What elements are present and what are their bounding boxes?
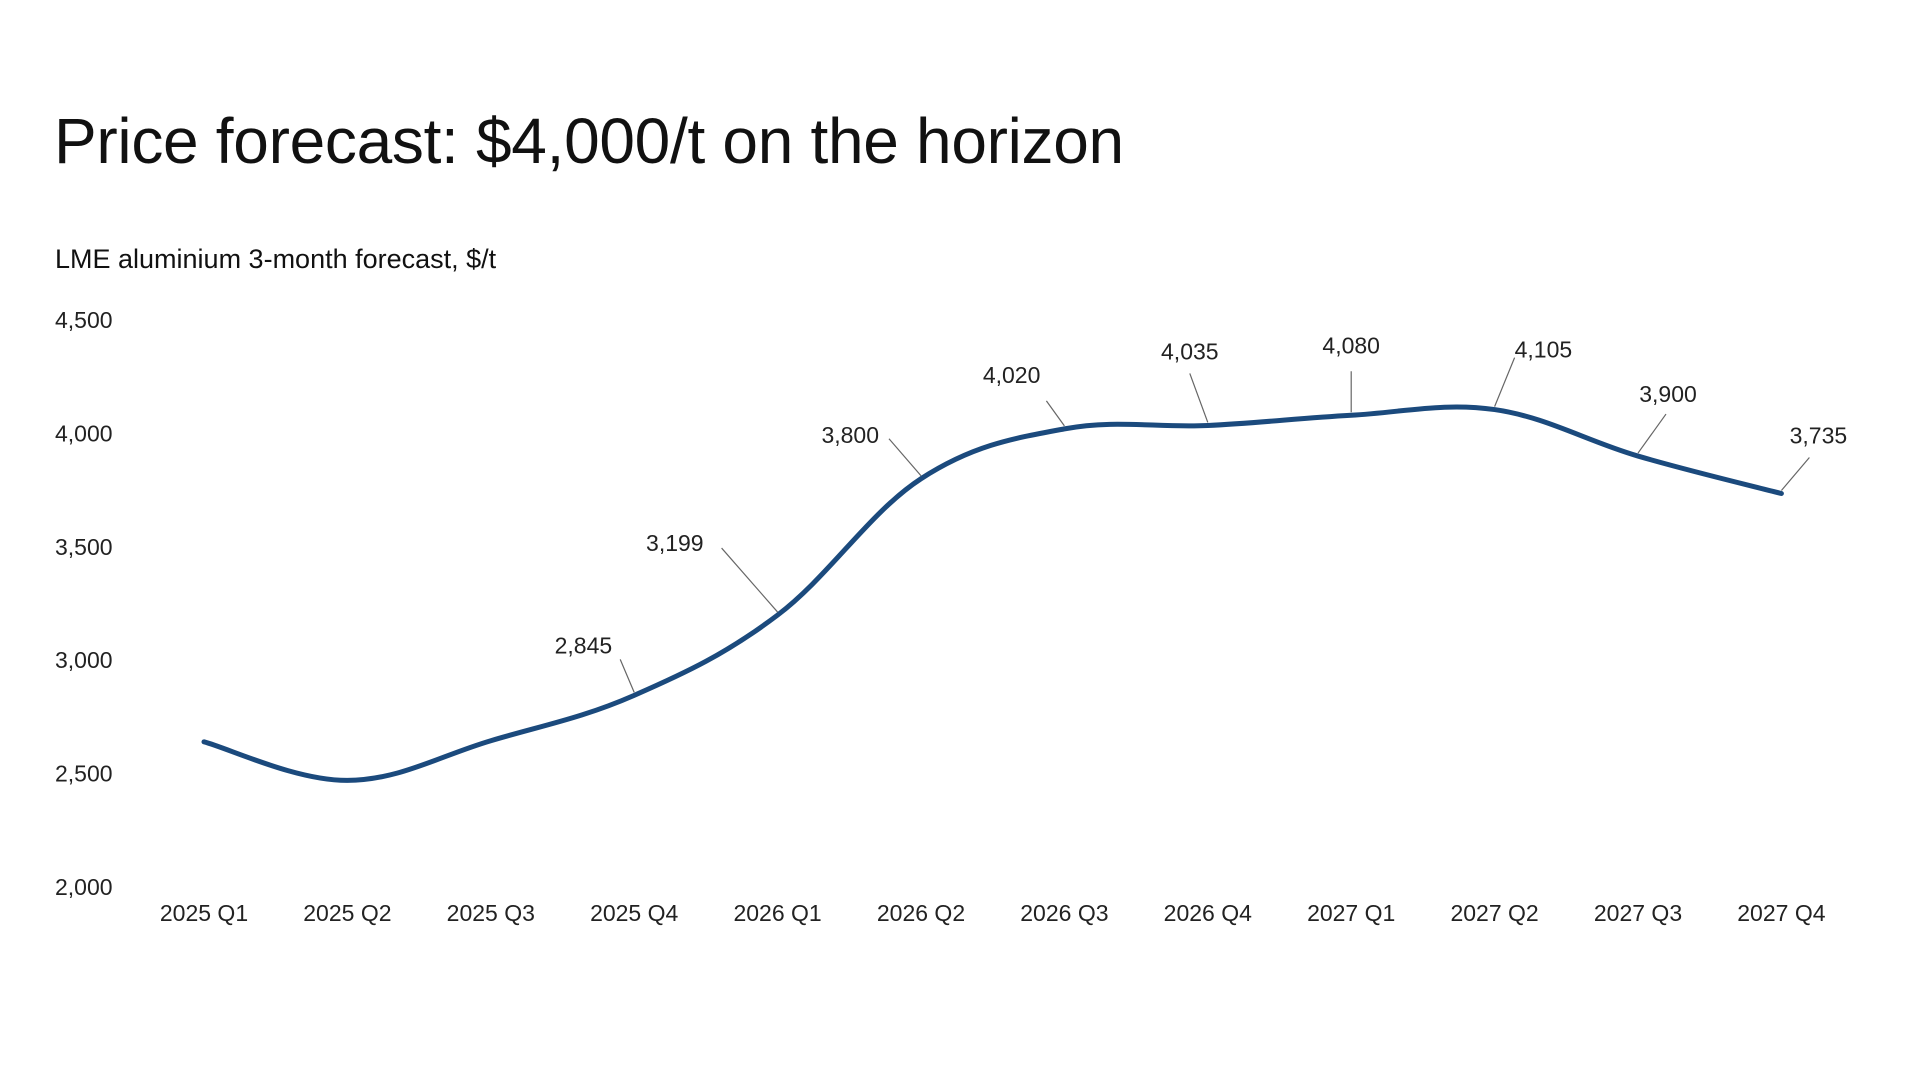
y-tick-label: 3,000: [55, 647, 113, 673]
y-tick-label: 2,000: [55, 874, 113, 900]
data-label: 2,845: [555, 632, 613, 658]
leader-line: [1189, 373, 1209, 423]
x-tick-label: 2025 Q3: [447, 900, 535, 926]
x-tick-label: 2027 Q2: [1450, 900, 1538, 926]
leader-line: [1780, 457, 1810, 491]
leader-line: [888, 438, 922, 477]
leader-line: [619, 659, 635, 693]
chart-subtitle: LME aluminium 3-month forecast, $/t: [55, 244, 497, 274]
leader-line: [1494, 357, 1516, 407]
series-line: [201, 404, 1784, 783]
data-label: 3,800: [821, 422, 879, 448]
y-tick-label: 4,500: [55, 307, 113, 333]
data-label: 3,199: [646, 530, 704, 556]
x-tick-label: 2027 Q4: [1737, 900, 1825, 926]
x-tick-label: 2025 Q2: [303, 900, 391, 926]
y-tick-label: 3,500: [55, 534, 113, 560]
data-label: 4,020: [983, 362, 1041, 388]
x-tick-label: 2026 Q3: [1020, 900, 1108, 926]
x-tick-label: 2026 Q2: [877, 900, 965, 926]
data-label: 3,900: [1639, 381, 1697, 407]
leader-line: [1045, 400, 1065, 427]
x-tick-label: 2026 Q1: [733, 900, 821, 926]
chart-title: Price forecast: $4,000/t on the horizon: [54, 105, 1124, 177]
data-label: 4,035: [1161, 338, 1219, 364]
leader-line: [1637, 413, 1667, 454]
data-label: 3,735: [1790, 423, 1848, 449]
x-tick-label: 2027 Q1: [1307, 900, 1395, 926]
x-tick-label: 2027 Q3: [1594, 900, 1682, 926]
data-label: 4,080: [1322, 332, 1380, 358]
data-label: 4,105: [1515, 337, 1573, 363]
x-tick-label: 2025 Q4: [590, 900, 678, 926]
y-tick-label: 4,000: [55, 420, 113, 446]
x-tick-label: 2025 Q1: [160, 900, 248, 926]
y-tick-label: 2,500: [55, 761, 113, 787]
x-tick-label: 2026 Q4: [1164, 900, 1252, 926]
leader-line: [721, 547, 779, 613]
